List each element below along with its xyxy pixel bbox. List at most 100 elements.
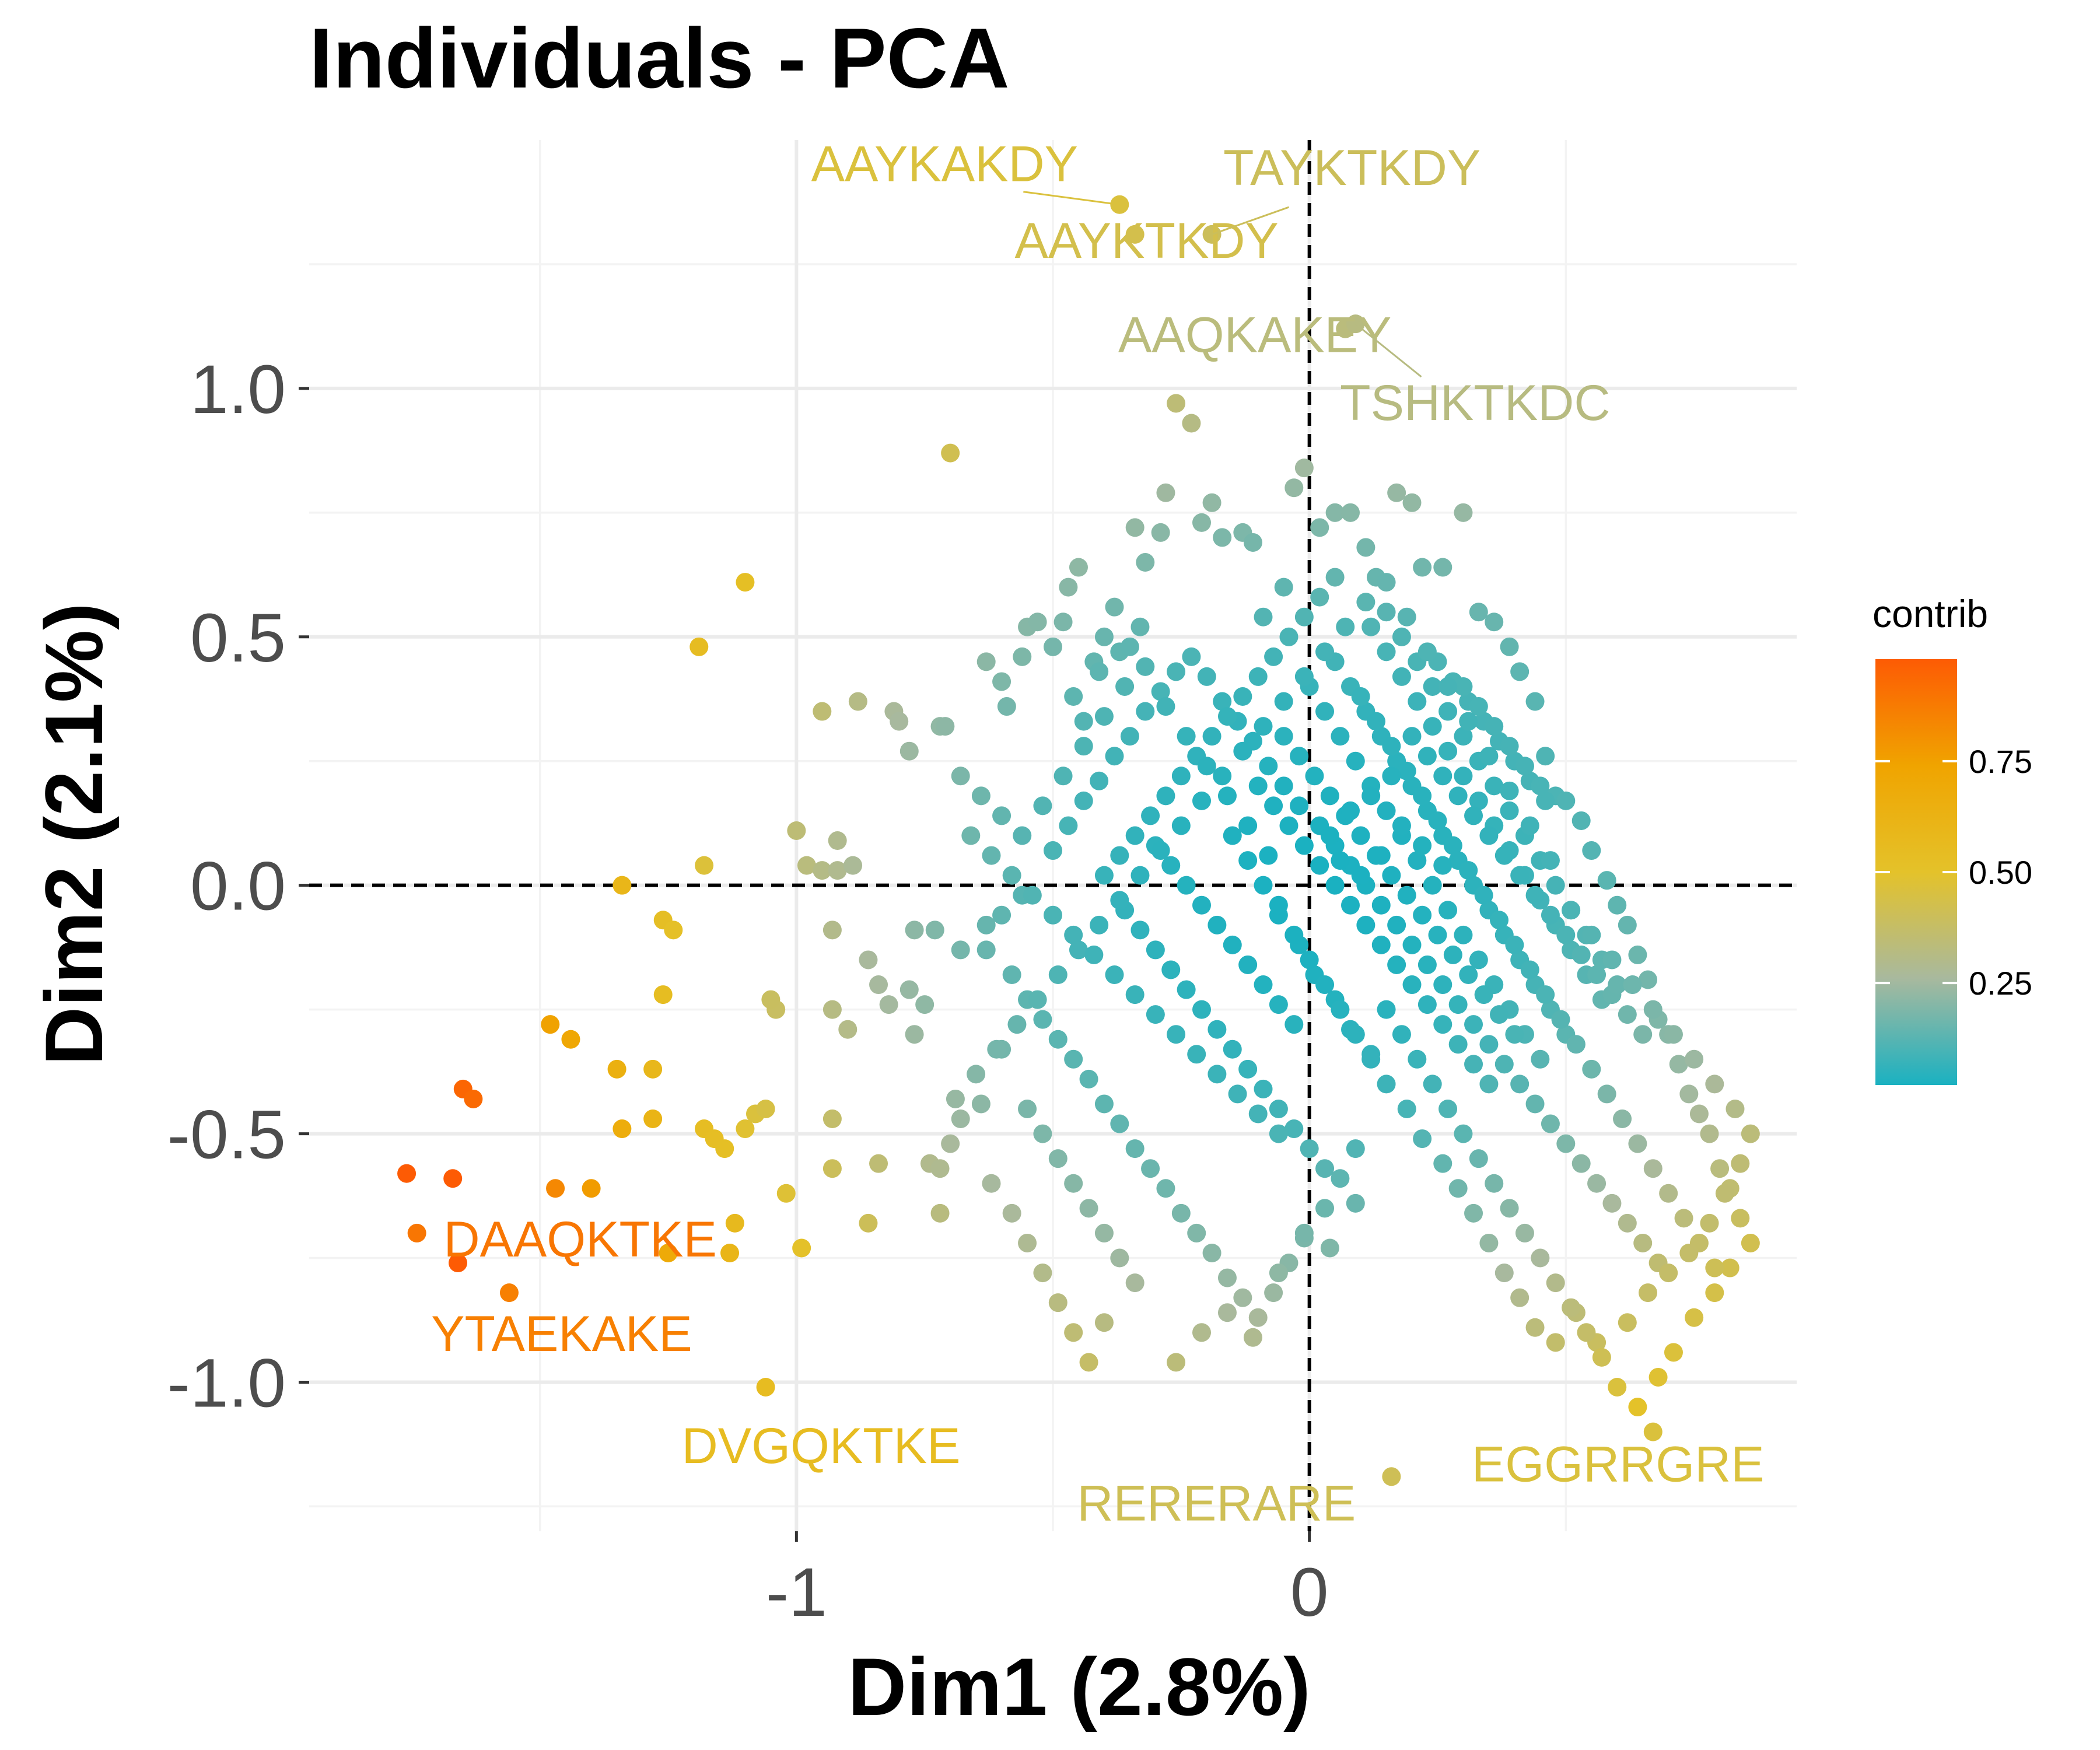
data-point bbox=[1013, 647, 1032, 666]
data-point bbox=[1572, 945, 1591, 964]
data-point bbox=[1300, 1139, 1319, 1158]
data-point bbox=[1546, 1333, 1565, 1352]
data-point bbox=[1474, 985, 1493, 1005]
data-point bbox=[1284, 1015, 1304, 1034]
data-point bbox=[1325, 876, 1345, 895]
data-point bbox=[1710, 1159, 1730, 1178]
data-point bbox=[822, 1159, 842, 1178]
data-point bbox=[1064, 1174, 1083, 1193]
data-point bbox=[1238, 1059, 1258, 1079]
data-point bbox=[1643, 1159, 1662, 1178]
point-labels: AAYKAKDY AAYKTKDY TAYKTKDY AAQKAKEY TSHKTKDC… bbox=[431, 136, 1765, 1532]
data-point bbox=[1228, 1084, 1247, 1104]
data-point bbox=[1013, 826, 1032, 845]
data-point bbox=[1448, 995, 1468, 1014]
data-point bbox=[1213, 528, 1232, 547]
data-point bbox=[1510, 1288, 1530, 1307]
data-point bbox=[1485, 717, 1504, 736]
data-point bbox=[1120, 637, 1139, 656]
data-point bbox=[1485, 1174, 1504, 1193]
data-point bbox=[1618, 1213, 1637, 1233]
data-point bbox=[905, 921, 924, 940]
data-point bbox=[1167, 662, 1186, 681]
data-point bbox=[1233, 1288, 1252, 1307]
data-point bbox=[1715, 1184, 1734, 1203]
data-point bbox=[1602, 1194, 1622, 1213]
data-point bbox=[1054, 612, 1073, 632]
data-point bbox=[1094, 627, 1114, 646]
data-point bbox=[1438, 901, 1458, 920]
data-point bbox=[1623, 975, 1642, 995]
data-point bbox=[1156, 697, 1175, 716]
data-point bbox=[736, 573, 755, 592]
data-point bbox=[1125, 1139, 1144, 1158]
data-point bbox=[1167, 1025, 1186, 1044]
data-point bbox=[1141, 1159, 1160, 1178]
data-point bbox=[1377, 801, 1396, 820]
data-point bbox=[1028, 990, 1047, 1009]
data-point-labeled bbox=[407, 1223, 426, 1242]
data-point bbox=[982, 846, 1001, 865]
data-point bbox=[1320, 786, 1339, 806]
data-point bbox=[869, 1154, 888, 1173]
data-point bbox=[1536, 747, 1555, 766]
data-point bbox=[1659, 1184, 1678, 1203]
data-point bbox=[1479, 1074, 1499, 1094]
data-point bbox=[1187, 1045, 1206, 1064]
data-point bbox=[792, 1238, 811, 1258]
data-point bbox=[1392, 816, 1411, 835]
data-point bbox=[1331, 1000, 1350, 1019]
data-point bbox=[1443, 945, 1462, 964]
data-point bbox=[1351, 687, 1370, 706]
data-point bbox=[1720, 1258, 1740, 1278]
data-point bbox=[848, 692, 867, 711]
data-point bbox=[1500, 781, 1519, 800]
data-point bbox=[1094, 866, 1114, 885]
data-point bbox=[925, 921, 944, 940]
data-point bbox=[1284, 478, 1304, 498]
x-tick-label: -1 bbox=[766, 1554, 827, 1631]
data-point bbox=[1217, 1268, 1237, 1287]
data-point bbox=[1264, 796, 1283, 816]
data-point bbox=[1469, 697, 1488, 716]
data-point bbox=[1161, 856, 1181, 875]
data-point bbox=[900, 980, 919, 999]
data-point bbox=[1090, 915, 1109, 935]
data-point bbox=[776, 1184, 796, 1203]
data-point bbox=[1464, 1203, 1483, 1223]
data-point bbox=[541, 1015, 560, 1034]
data-point bbox=[1171, 1203, 1191, 1223]
data-point bbox=[1007, 1015, 1027, 1034]
data-point bbox=[1525, 886, 1545, 905]
point-label: AAQKAKEY bbox=[1118, 307, 1391, 363]
data-point bbox=[1002, 965, 1021, 984]
data-point bbox=[1582, 1059, 1601, 1079]
data-point bbox=[443, 1169, 463, 1188]
data-point bbox=[1362, 1049, 1381, 1069]
data-point bbox=[1741, 1233, 1760, 1252]
data-point bbox=[1090, 771, 1109, 790]
data-point bbox=[1048, 965, 1068, 984]
data-point bbox=[1341, 895, 1360, 915]
legend-tick-label: 0.25 bbox=[1969, 965, 2032, 1002]
data-point bbox=[828, 861, 847, 880]
data-point bbox=[1525, 1318, 1545, 1337]
data-point bbox=[1490, 1005, 1508, 1024]
data-point bbox=[1469, 1149, 1488, 1168]
point-label: YTAEKAKE bbox=[431, 1306, 692, 1362]
data-point bbox=[1325, 568, 1345, 587]
data-point bbox=[1705, 1258, 1724, 1278]
data-point bbox=[1238, 816, 1258, 835]
data-point bbox=[838, 1020, 858, 1039]
data-point bbox=[1433, 766, 1452, 786]
data-point bbox=[1259, 846, 1278, 865]
data-point bbox=[1310, 587, 1329, 607]
data-point bbox=[1454, 727, 1473, 746]
data-point bbox=[1044, 637, 1062, 656]
data-point bbox=[1069, 940, 1088, 960]
data-point bbox=[936, 717, 955, 736]
data-point bbox=[1356, 593, 1376, 612]
data-point bbox=[1731, 1209, 1750, 1228]
data-point bbox=[1633, 1233, 1653, 1252]
